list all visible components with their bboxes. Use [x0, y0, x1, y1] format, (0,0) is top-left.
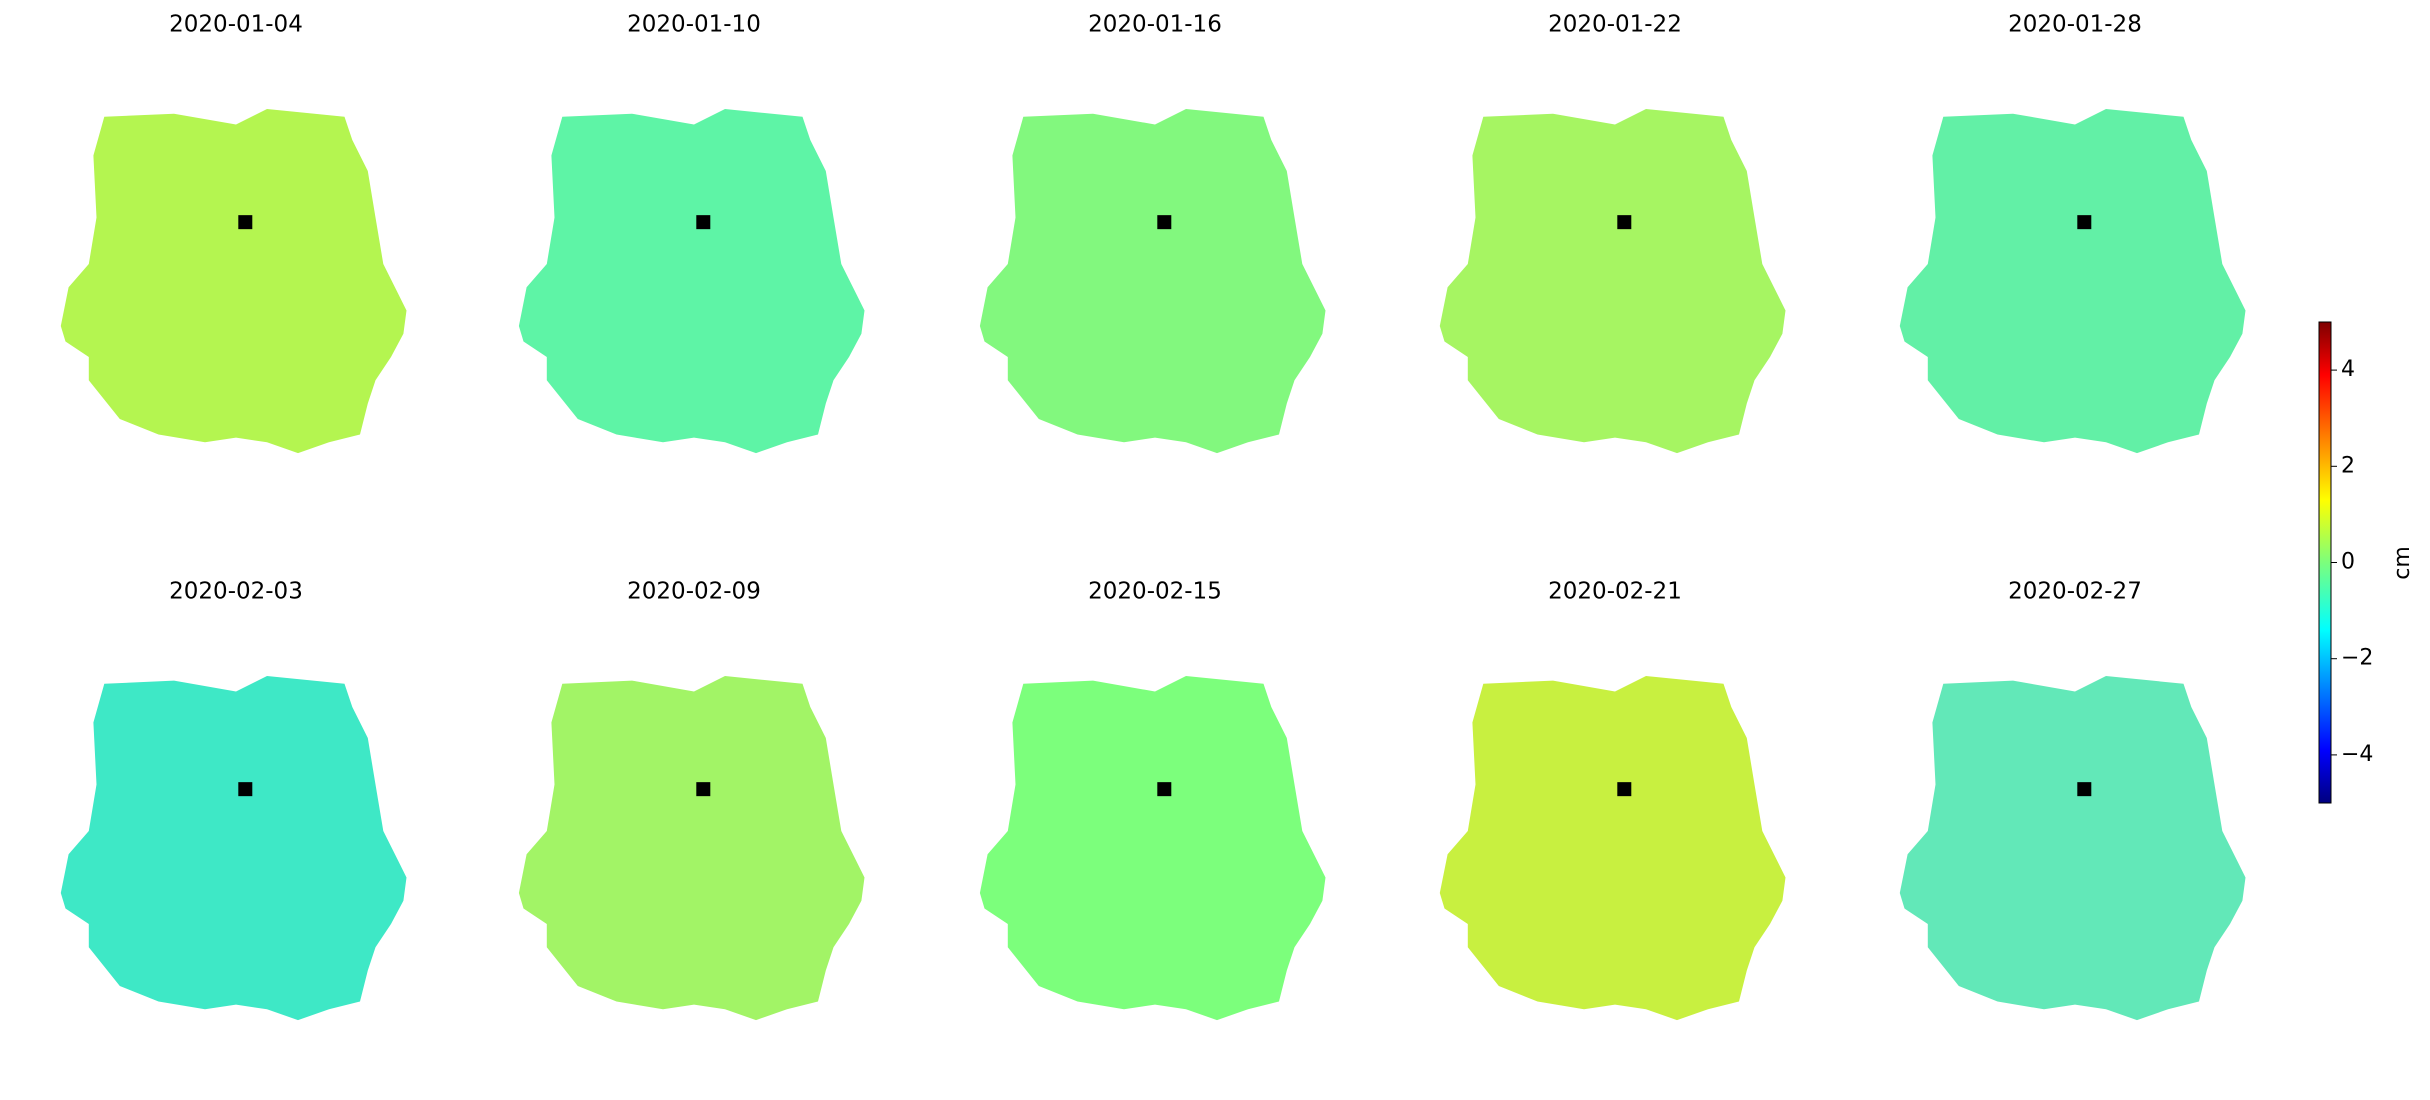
map-image: [1899, 109, 2246, 454]
map-image: [518, 109, 865, 454]
reference-point: [1617, 215, 1632, 230]
reference-point: [238, 215, 253, 230]
panel-title: 2020-02-27: [2008, 579, 2142, 605]
map-image: [60, 676, 407, 1021]
panel-title: 2020-02-03: [169, 579, 303, 605]
panel-title: 2020-02-21: [1548, 579, 1682, 605]
colorbar-tick-label: −2: [2341, 646, 2373, 671]
colorbar: [2318, 321, 2332, 804]
map-image: [1439, 109, 1786, 454]
panel-title: 2020-01-04: [169, 12, 303, 38]
map-image: [979, 676, 1326, 1021]
reference-point: [1157, 215, 1172, 230]
colorbar-tick-label: 2: [2341, 453, 2355, 478]
colorbar-tick-label: −4: [2341, 742, 2373, 767]
map-image: [1439, 676, 1786, 1021]
panel-title: 2020-01-10: [627, 12, 761, 38]
reference-point: [696, 215, 711, 230]
reference-point: [238, 782, 253, 797]
colorbar-tick-label: 4: [2341, 357, 2355, 382]
map-image: [518, 676, 865, 1021]
reference-point: [2077, 782, 2092, 797]
colorbar-label: cm: [2390, 546, 2415, 580]
map-image: [1899, 676, 2246, 1021]
reference-point: [696, 782, 711, 797]
reference-point: [1157, 782, 1172, 797]
reference-point: [2077, 215, 2092, 230]
map-image: [979, 109, 1326, 454]
panel-title: 2020-01-16: [1088, 12, 1222, 38]
panel-title: 2020-02-15: [1088, 579, 1222, 605]
colorbar-tick-label: 0: [2341, 550, 2355, 575]
panel-title: 2020-02-09: [627, 579, 761, 605]
map-image: [60, 109, 407, 454]
reference-point: [1617, 782, 1632, 797]
panel-title: 2020-01-28: [2008, 12, 2142, 38]
panel-title: 2020-01-22: [1548, 12, 1682, 38]
panels: 2020-01-04 2020-01-10 2020-01-16 2020-01-22…: [60, 12, 2246, 1021]
